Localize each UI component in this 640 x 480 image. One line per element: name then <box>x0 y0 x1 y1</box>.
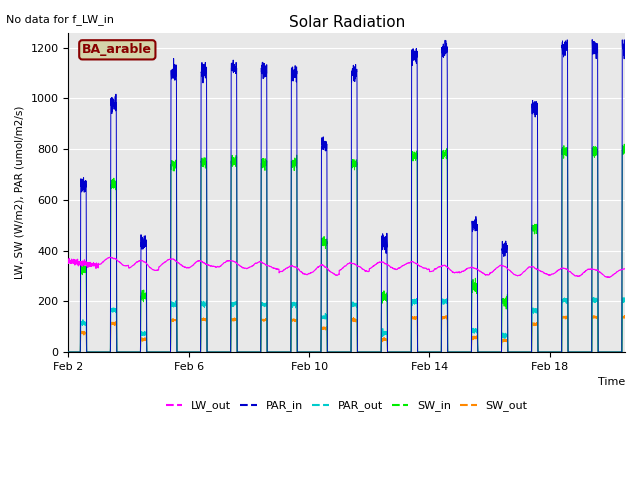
Y-axis label: LW, SW (W/m2), PAR (umol/m2/s): LW, SW (W/m2), PAR (umol/m2/s) <box>15 106 25 279</box>
Text: BA_arable: BA_arable <box>83 43 152 56</box>
Text: No data for f_LW_in: No data for f_LW_in <box>6 14 115 25</box>
Title: Solar Radiation: Solar Radiation <box>289 15 405 30</box>
X-axis label: Time: Time <box>598 377 625 387</box>
Legend: LW_out, PAR_in, PAR_out, SW_in, SW_out: LW_out, PAR_in, PAR_out, SW_in, SW_out <box>161 396 532 416</box>
